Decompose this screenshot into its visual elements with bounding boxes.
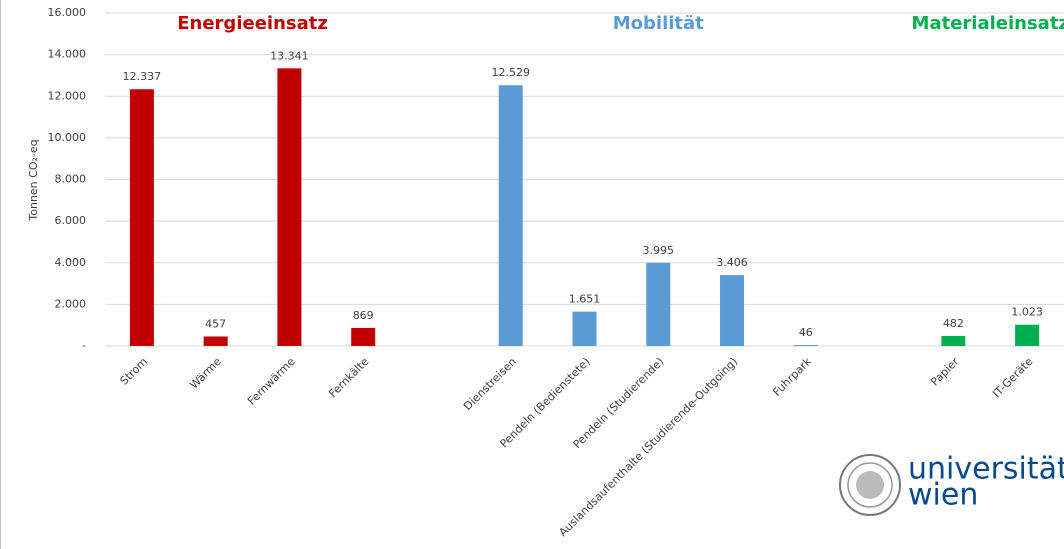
y-tick-label: 16.000: [48, 6, 87, 19]
group-heading: Mobilität: [613, 13, 704, 34]
x-tick-label: Fernwärme: [245, 355, 298, 408]
bar: [277, 68, 302, 346]
x-tick-label: IT-Geräte: [990, 355, 1035, 400]
data-label: 12.529: [491, 66, 530, 79]
x-tick-label: Fernkälte: [326, 355, 371, 400]
y-tick-label: 8.000: [55, 173, 87, 186]
y-tick-label: 10.000: [48, 131, 87, 144]
bar: [941, 335, 966, 346]
bar: [1015, 324, 1040, 346]
data-label: 1.023: [1011, 306, 1043, 319]
y-tick-label: 2.000: [55, 297, 87, 310]
data-label: 457: [205, 317, 226, 330]
y-tick-label: 12.000: [48, 89, 87, 102]
bar: [129, 89, 154, 346]
x-tick-label: Auslandsaufenthalte (Studierende-Outgoin…: [556, 355, 740, 539]
logo-text: universität: [908, 452, 1064, 487]
group-heading: Energieeinsatz: [177, 13, 328, 34]
bar: [720, 275, 745, 346]
data-label: 3.995: [643, 244, 675, 257]
bar: [203, 336, 228, 346]
x-tick-label: Wärme: [187, 355, 224, 392]
bar: [351, 327, 376, 346]
bar: [498, 85, 523, 347]
data-label: 1.651: [569, 293, 601, 306]
bar: [572, 311, 597, 346]
data-label: 46: [799, 326, 813, 339]
logo-seal: [839, 454, 901, 516]
y-tick-label: -: [82, 339, 86, 352]
data-label: 13.341: [270, 49, 309, 62]
y-axis-label: Tonnen CO₂-eq: [27, 139, 40, 221]
data-label: 12.337: [123, 70, 162, 83]
group-heading: Materialeinsatz: [912, 13, 1064, 34]
y-tick-label: 4.000: [55, 256, 87, 269]
data-label: 482: [943, 317, 964, 330]
x-tick-label: Papier: [928, 355, 962, 389]
y-tick-label: 6.000: [55, 214, 87, 227]
bar: [793, 345, 818, 346]
x-tick-label: Fuhrpark: [770, 355, 814, 399]
data-label: 869: [353, 309, 374, 322]
y-tick-label: 14.000: [48, 48, 87, 61]
data-label: 3.406: [716, 256, 748, 269]
x-tick-label: Dienstreisen: [461, 355, 519, 413]
bar: [646, 262, 671, 346]
x-tick-label: Strom: [118, 355, 151, 388]
logo-text: wien: [908, 478, 978, 513]
